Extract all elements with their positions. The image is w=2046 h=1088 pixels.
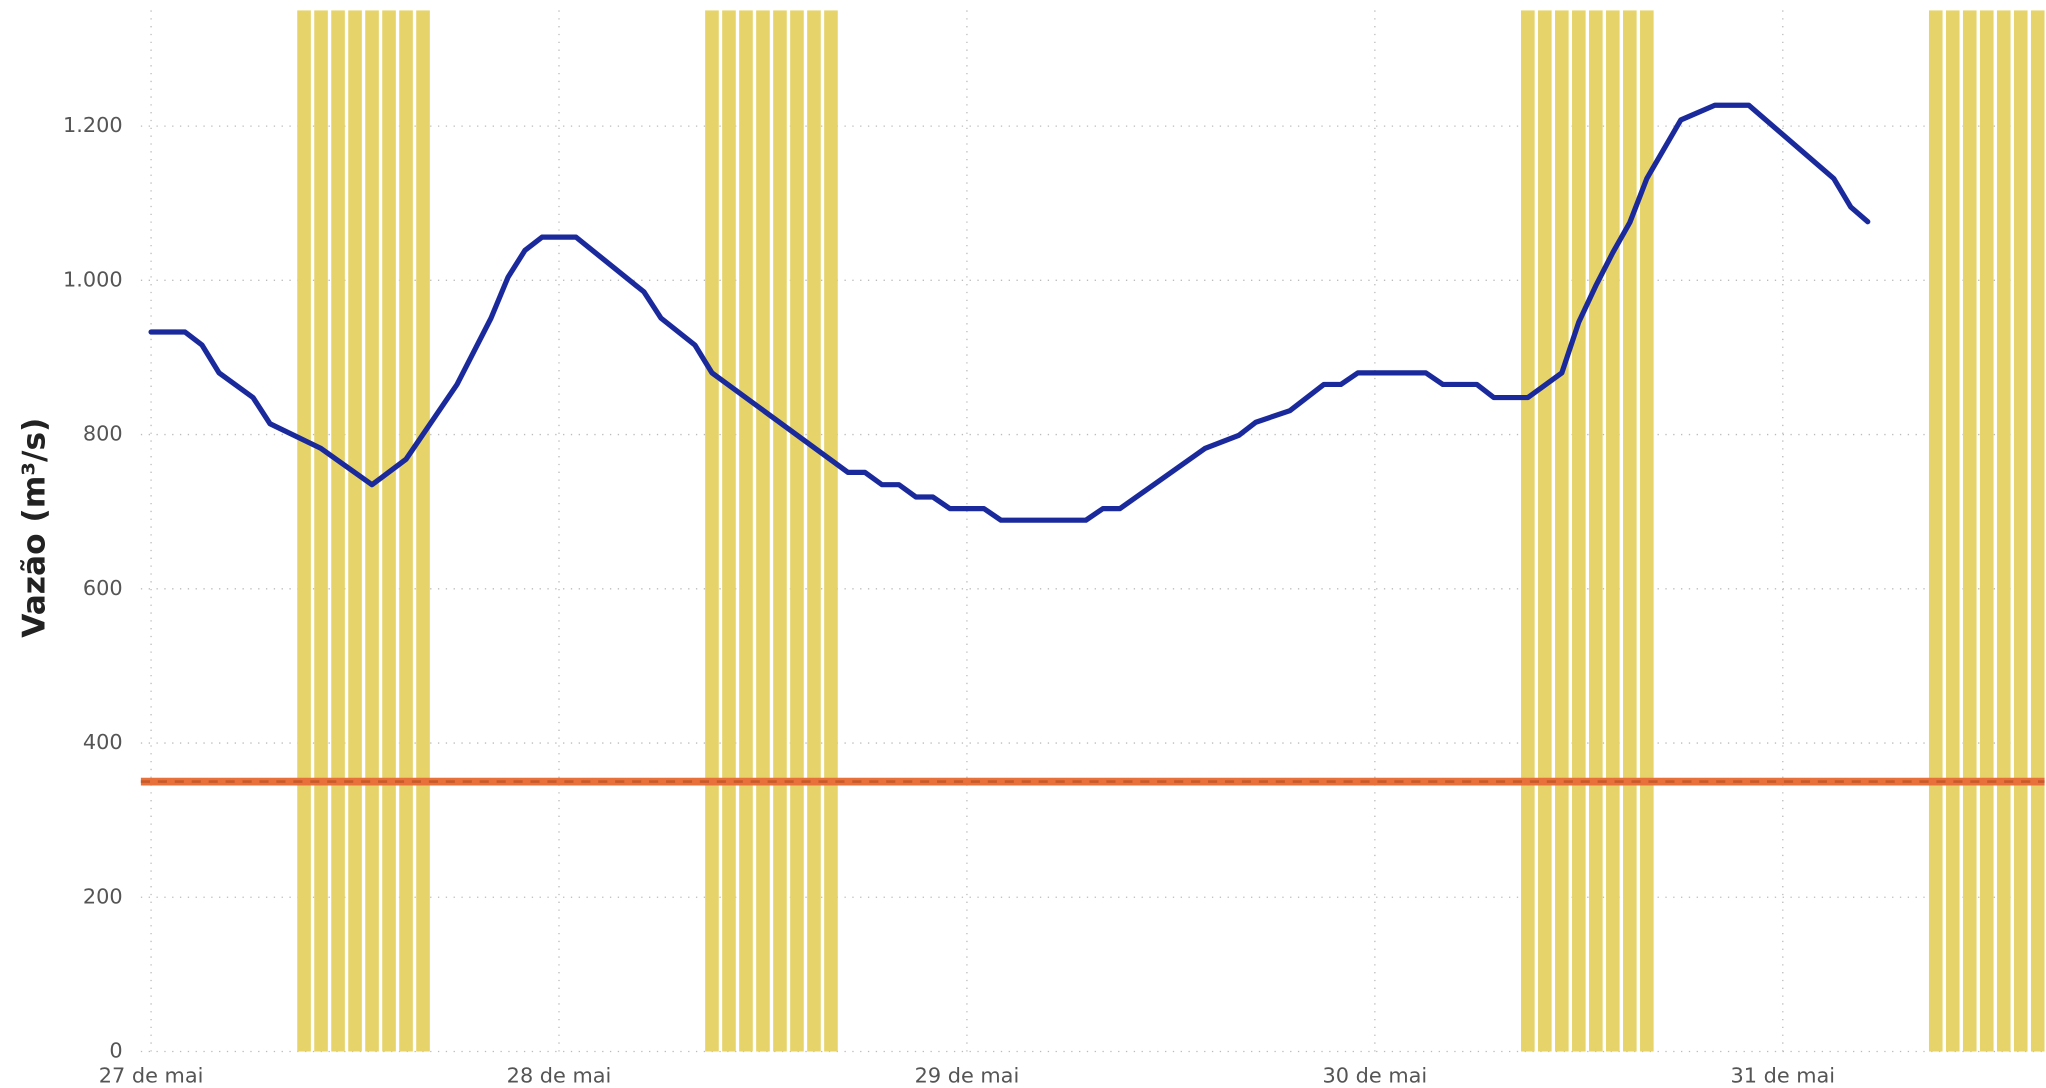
bar: [2013, 10, 2028, 1052]
bar: [416, 10, 430, 1052]
bar: [1928, 10, 1943, 1052]
x-tick-label: 30 de mai: [1323, 1063, 1428, 1087]
y-axis-label: Vazão (m³/s): [16, 418, 52, 638]
bar: [722, 10, 736, 1052]
y-tick-label: 200: [83, 884, 123, 908]
bar: [1572, 10, 1586, 1052]
bar: [399, 10, 413, 1052]
x-tick-label: 31 de mai: [1730, 1063, 1835, 1087]
bar: [1945, 10, 1960, 1052]
bar: [1996, 10, 2011, 1052]
bar: [2030, 10, 2045, 1052]
bar: [297, 10, 311, 1052]
bar: [382, 10, 396, 1052]
bar: [1640, 10, 1654, 1052]
y-tick-label: 1.200: [63, 113, 123, 137]
line: [148, 102, 1871, 523]
bar: [331, 10, 345, 1052]
bar: [1538, 10, 1552, 1052]
bar: [756, 10, 770, 1052]
bar: [824, 10, 838, 1052]
bar: [314, 10, 328, 1052]
x-tick-label: 28 de mai: [507, 1063, 612, 1087]
x-tick-label: 29 de mai: [915, 1063, 1020, 1087]
bar: [1962, 10, 1977, 1052]
bar: [1589, 10, 1603, 1052]
bar: [739, 10, 753, 1052]
bar: [348, 10, 362, 1052]
bar: [1606, 10, 1620, 1052]
x-tick-label: 27 de mai: [99, 1063, 204, 1087]
y-tick-label: 400: [83, 730, 123, 754]
y-tick-label: 600: [83, 576, 123, 600]
bar: [807, 10, 821, 1052]
bar: [773, 10, 787, 1052]
y-tick-label: 0: [109, 1039, 122, 1063]
bar: [365, 10, 379, 1052]
bar: [1623, 10, 1637, 1052]
bar: [790, 10, 804, 1052]
bar: [1521, 10, 1535, 1052]
bar: [1555, 10, 1569, 1052]
y-tick-label: 800: [83, 422, 123, 446]
bar: [1979, 10, 1994, 1052]
y-tick-label: 1.000: [63, 267, 123, 291]
bar: [705, 10, 719, 1052]
